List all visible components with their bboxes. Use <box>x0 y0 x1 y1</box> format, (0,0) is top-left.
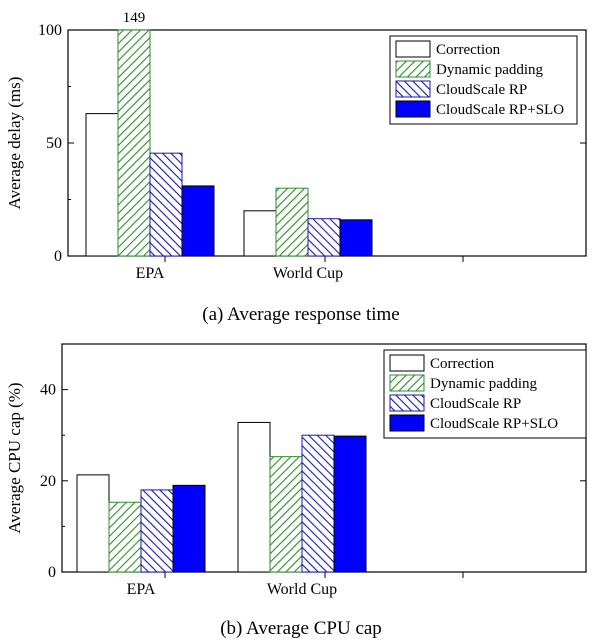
legend-label: CloudScale RP+SLO <box>436 102 564 118</box>
legend-label: CloudScale RP <box>430 396 521 412</box>
y-tick-label: 20 <box>40 473 56 490</box>
bar-correction-epa <box>76 474 110 573</box>
y-tick-label: 0 <box>48 564 56 581</box>
y-axis-label: Average delay (ms) <box>5 77 24 210</box>
bar-dynamic-padding-world-cup <box>275 187 309 257</box>
bar-correction-world-cup <box>237 421 271 573</box>
bar-cloudscale-rp-world-cup <box>307 218 341 257</box>
x-category-label: EPA <box>127 581 156 598</box>
legend-label: Dynamic padding <box>436 62 544 78</box>
chart-average-response-time: 0 50 100 Average delay (ms) 149 EPA World Cup C… <box>5 10 587 282</box>
legend-swatch <box>395 100 431 118</box>
legend-swatch <box>395 80 431 98</box>
legend-swatch <box>395 40 431 58</box>
overflow-value-label: 149 <box>123 10 146 26</box>
legend-swatch <box>389 354 425 372</box>
y-tick-label: 50 <box>46 135 62 152</box>
y-axis-label: Average CPU cap (%) <box>5 382 24 533</box>
bar-cloudscale-rp-epa <box>140 489 174 573</box>
bar-cloudscale-rp-slo-world-cup <box>339 219 373 257</box>
bar-dynamic-padding-epa <box>117 29 151 257</box>
caption-a: (a) Average response time <box>202 304 399 325</box>
legend-swatch <box>389 374 425 392</box>
legend-label: Correction <box>436 42 501 58</box>
bar-cloudscale-rp-world-cup <box>301 434 335 573</box>
legend-label: Dynamic padding <box>430 376 538 392</box>
legend-swatch <box>389 394 425 412</box>
bar-dynamic-padding-world-cup <box>269 456 303 573</box>
legend-label: CloudScale RP <box>436 82 527 98</box>
bar-cloudscale-rp-slo-epa <box>181 185 215 257</box>
legend-label: Correction <box>430 356 495 372</box>
caption-b: (b) Average CPU cap <box>220 618 382 639</box>
bar-cloudscale-rp-slo-world-cup <box>333 435 367 573</box>
legend-swatch <box>395 60 431 78</box>
bar-correction-world-cup <box>243 210 277 257</box>
chart-average-cpu-cap: 0 20 40 Average CPU cap (%) EPA World Cup Corr… <box>5 343 587 598</box>
x-category-label: EPA <box>136 265 165 282</box>
x-category-label: World Cup <box>273 265 343 282</box>
y-tick-label: 0 <box>54 248 62 265</box>
bar-dynamic-padding-epa <box>108 501 142 573</box>
legend-swatch <box>389 414 425 432</box>
bar-correction-epa <box>85 113 119 257</box>
legend-label: CloudScale RP+SLO <box>430 416 558 432</box>
y-tick-label: 100 <box>38 22 62 39</box>
y-tick-label: 40 <box>40 382 56 399</box>
bar-cloudscale-rp-epa <box>149 152 183 257</box>
x-category-label: World Cup <box>267 581 337 598</box>
bar-cloudscale-rp-slo-epa <box>172 484 206 573</box>
